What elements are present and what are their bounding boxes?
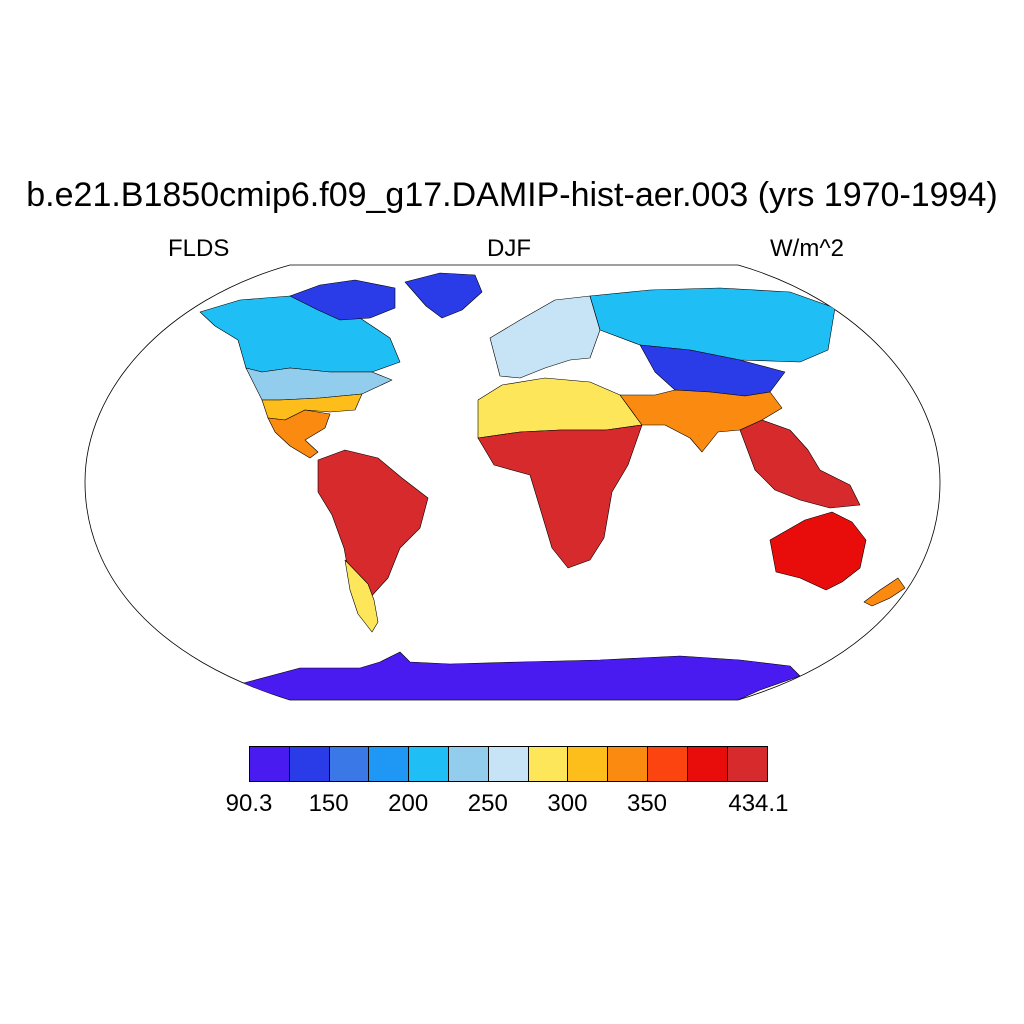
map-title: b.e21.B1850cmip6.f09_g17.DAMIP-hist-aer.…	[26, 176, 998, 214]
region-new-zealand	[863, 577, 906, 607]
colorbar-tick-label: 250	[467, 790, 508, 817]
region-greenland	[404, 272, 483, 319]
colorbar-cell	[409, 747, 449, 781]
colorbar-cell	[647, 747, 688, 781]
region-patagonia	[344, 559, 379, 633]
region-siberia	[589, 287, 836, 363]
region-canadian-arctic	[289, 279, 396, 321]
colorbar-cell	[289, 747, 330, 781]
colorbar-cell	[727, 747, 768, 781]
colorbar-cell	[568, 747, 609, 781]
region-southeast-asia	[739, 419, 861, 509]
colorbar-cell	[369, 747, 410, 781]
variable-label: FLDS	[168, 235, 230, 262]
region-antarctica	[239, 651, 801, 700]
colorbar-tick-label: 150	[308, 790, 349, 817]
colorbar-tick-label: 200	[388, 790, 429, 817]
colorbar	[249, 746, 769, 782]
colorbar-cell	[329, 747, 370, 781]
colorbar-cell	[608, 747, 648, 781]
region-africa-central	[477, 424, 643, 569]
region-south-america	[317, 449, 429, 601]
colorbar-cell	[528, 747, 569, 781]
region-australia	[769, 511, 867, 591]
colorbar-tick-label: 90.3	[225, 790, 273, 817]
colorbar-tick-label: 300	[547, 790, 588, 817]
colorbar-tick-label: 350	[626, 790, 668, 817]
colorbar-cell	[687, 747, 728, 781]
colorbar-cell	[250, 747, 290, 781]
units-label: W/m^2	[770, 235, 844, 262]
colorbar-tick-label: 434.1	[728, 790, 789, 817]
colorbar-cell	[448, 747, 489, 781]
season-label: DJF	[487, 235, 531, 262]
region-central-america	[267, 409, 331, 459]
region-europe	[489, 295, 601, 379]
colorbar-cell	[488, 747, 529, 781]
